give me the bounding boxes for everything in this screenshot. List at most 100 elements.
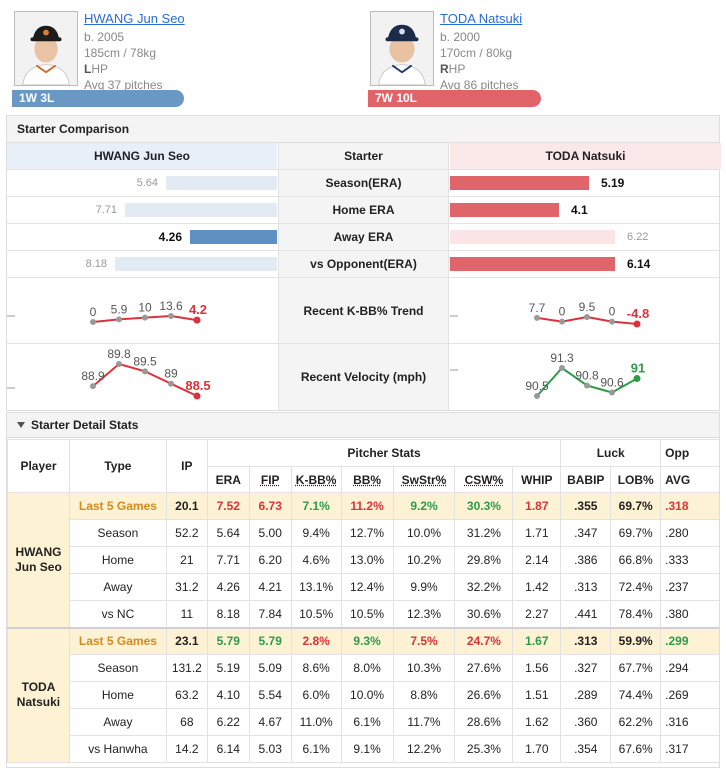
trend-label: 90.6 <box>600 376 624 390</box>
player-cell-right: TODA Natsuki <box>7 626 70 763</box>
player-name-line1: HWANG <box>15 544 62 559</box>
comparison-right-cell: 5.19 <box>450 170 721 196</box>
trend-point <box>559 365 565 371</box>
comparison-left-cell: 7.71 <box>7 197 277 223</box>
stat-cell: 2.14 <box>512 546 562 574</box>
stat-cell: .441 <box>560 600 612 628</box>
kbb-trend-label: Recent K-BB% Trend <box>278 278 449 343</box>
row-ip: 31.2 <box>165 573 208 601</box>
col-label: AVG <box>665 472 691 487</box>
velocity-left: 88.9 89.8 89.5 89 88.5 <box>7 344 277 410</box>
hand-rest-right: HP <box>448 62 466 76</box>
row-type: Home <box>68 681 167 709</box>
stat-cell: 7.1% <box>290 492 342 520</box>
player-name-link-left[interactable]: HWANG Jun Seo <box>84 11 185 26</box>
col-label: LOB% <box>617 472 654 487</box>
stat-cell: 2.27 <box>512 600 562 628</box>
stat-cell: 7.71 <box>206 546 250 574</box>
birth-year-right: b. 2000 <box>440 30 481 44</box>
comparison-value-right: 6.22 <box>627 231 649 243</box>
detail-toggle[interactable]: Starter Detail Stats <box>7 413 719 438</box>
stat-cell: 5.64 <box>206 519 250 547</box>
col-label: BB% <box>353 472 382 487</box>
stat-cell: 6.73 <box>248 492 292 520</box>
comparison-bar-right <box>450 203 559 217</box>
stat-cell: 1.56 <box>512 654 562 682</box>
comparison-title: Starter Comparison <box>7 116 719 143</box>
row-ip: 21 <box>165 546 208 574</box>
col-9: AVG <box>660 466 719 493</box>
comparison-right-cell: 4.1 <box>450 197 721 223</box>
col-1: FIP <box>248 466 292 493</box>
table-row: Away 31.2 4.26 4.21 13.1% 12.4% 9.9% 32.2% 1.42.… <box>8 573 719 601</box>
player-card-left: HWANG Jun Seo b. 2005 185cm / 78kg LHP A… <box>12 8 186 110</box>
trend-segment <box>561 316 588 323</box>
stat-cell: 6.22 <box>206 708 250 736</box>
col-7: BABIP <box>560 466 612 493</box>
hand-letter-left: L <box>84 62 92 76</box>
stat-cell: 6.1% <box>290 735 342 763</box>
stat-cell: 6.20 <box>248 546 292 574</box>
record-badge-left: 1W 3L <box>12 90 184 107</box>
stat-cell: 9.4% <box>290 519 342 547</box>
trend-point <box>559 318 565 325</box>
col-2: K-BB% <box>290 466 342 493</box>
col-3: BB% <box>340 466 394 493</box>
comparison-value-left: 4.26 <box>158 230 182 244</box>
table-row: Season 131.2 5.19 5.09 8.6% 8.0% 10.3% 27.6% 1.5… <box>8 654 719 682</box>
stat-cell: 4.21 <box>248 573 292 601</box>
trend-label: 9.5 <box>579 300 596 314</box>
col-label: ERA <box>215 472 241 487</box>
trend-label: 91.3 <box>550 351 574 365</box>
stat-cell: 31.2% <box>454 519 514 547</box>
table-row: Home 63.2 4.10 5.54 6.0% 10.0% 8.8% 26.6% 1.51.2… <box>8 681 719 709</box>
row-type: Away <box>68 573 167 601</box>
stat-cell: .327 <box>560 654 612 682</box>
trend-point <box>633 375 641 382</box>
trend-point <box>609 318 615 325</box>
detail-title: Starter Detail Stats <box>31 418 139 432</box>
trend-segment <box>170 382 198 397</box>
handedness-right: RHP <box>440 61 610 77</box>
kbb-sparkline-left: 0 5.9 10 13.6 4.2 <box>7 299 207 325</box>
velocity-right: 90.5 91.3 90.8 90.6 91 <box>450 344 721 410</box>
trend-label: 88.9 <box>81 369 105 383</box>
stat-cell: .313 <box>560 573 612 601</box>
player-name-link-right[interactable]: TODA Natsuki <box>440 11 523 26</box>
stat-cell: 29.8% <box>454 546 514 574</box>
stat-cell: 7.5% <box>392 626 456 655</box>
hand-rest-left: HP <box>91 62 109 76</box>
comparison-left-cell: 8.18 <box>7 251 277 277</box>
avg-pitches-right: Avg 86 pitches <box>440 78 519 92</box>
trend-label: 4.2 <box>189 302 207 317</box>
stat-cell: 26.6% <box>454 681 514 709</box>
col-label: FIP <box>260 472 280 487</box>
trend-point <box>142 368 148 375</box>
stat-cell: 1.51 <box>512 681 562 709</box>
col-6: WHIP <box>512 466 562 493</box>
stat-cell: 10.5% <box>290 600 342 628</box>
comparison-row: 5.64 Season(ERA) 5.19 <box>7 170 719 197</box>
table-row: Home 21 7.71 6.20 4.6% 13.0% 10.2% 29.8% 2.14.38… <box>8 546 719 574</box>
birth-year-left: b. 2005 <box>84 30 125 44</box>
trend-label: 91 <box>631 361 645 376</box>
trend-segment <box>92 363 120 387</box>
stat-cell: 5.79 <box>206 626 250 655</box>
trend-point <box>193 316 201 324</box>
comparison-header-left: HWANG Jun Seo <box>7 143 277 169</box>
stat-cell: 25.3% <box>454 735 514 763</box>
trend-segment <box>561 367 588 387</box>
row-ip: 68 <box>165 708 208 736</box>
stat-cell: 74.4% <box>610 681 662 709</box>
stat-cell: 7.52 <box>206 492 250 520</box>
trend-label: 89.8 <box>107 347 131 361</box>
kbb-trend-right: 7.7 0 9.5 0 -4.8 <box>450 278 721 343</box>
stat-cell: 6.14 <box>206 735 250 763</box>
stat-cell: 5.00 <box>248 519 292 547</box>
stat-cell: .354 <box>560 735 612 763</box>
stat-cell: 11.7% <box>392 708 456 736</box>
trend-label: 0 <box>559 305 566 319</box>
stat-cell: 1.87 <box>512 492 562 520</box>
trend-point <box>633 320 641 328</box>
comparison-label: Home ERA <box>278 197 449 223</box>
